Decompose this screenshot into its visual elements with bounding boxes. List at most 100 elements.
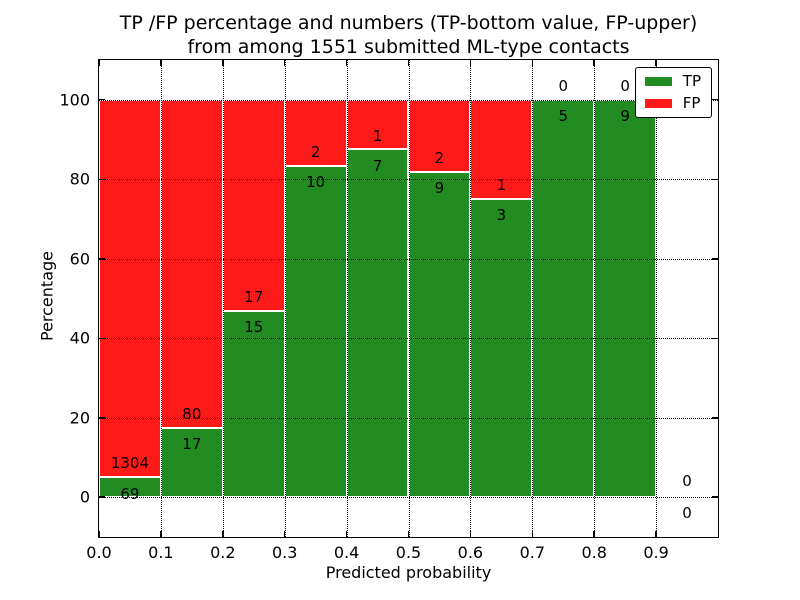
bar-tp-segment (346, 149, 409, 498)
bar-tp-segment (470, 199, 533, 498)
y-tick-mark-right (712, 258, 718, 260)
chart-title: TP /FP percentage and numbers (TP-bottom… (98, 11, 719, 59)
x-axis-label: Predicted probability (325, 563, 492, 582)
bar-tp-segment (532, 99, 595, 498)
x-tick-mark (222, 531, 224, 537)
x-tick-mark (345, 531, 348, 537)
gridline-horizontal (99, 417, 718, 419)
y-tick-label: 100 (59, 90, 90, 110)
bar-tp-count-label: 15 (244, 318, 264, 337)
y-tick-mark-right (712, 178, 718, 180)
x-tick-mark-top (345, 60, 348, 66)
x-tick-label: 0.5 (395, 543, 422, 562)
x-tick-mark-top (655, 60, 657, 66)
bar-fp-count-label: 2 (310, 143, 321, 162)
y-tick-label: 0 (79, 487, 90, 507)
bar-fp-count-label: 1 (372, 126, 383, 145)
x-tick-label: 0.1 (148, 543, 174, 562)
y-axis-label: Percentage (37, 250, 57, 342)
x-tick-mark (160, 531, 162, 537)
gridline-horizontal (99, 258, 718, 260)
x-tick-mark-top (283, 60, 286, 66)
bar-fp-count-label: 2 (434, 149, 445, 168)
legend: TP FP (634, 67, 712, 118)
bar-tp-segment (160, 427, 223, 498)
y-tick-mark-right (712, 337, 718, 339)
gridline-vertical (408, 60, 410, 537)
x-tick-label: 0.7 (519, 543, 546, 562)
gridline-vertical (222, 60, 224, 537)
x-tick-label: 0.9 (643, 543, 669, 562)
x-tick-mark (283, 531, 286, 537)
gridline-vertical (532, 60, 534, 537)
legend-swatch-tp (644, 77, 672, 86)
x-tick-mark (98, 531, 100, 537)
bar-tp-count-label: 69 (120, 484, 140, 503)
chart-title-line2: from among 1551 submitted ML-type contac… (187, 36, 630, 58)
y-tick-mark (99, 496, 105, 498)
bar-fp-segment (99, 99, 161, 478)
gridline-vertical (160, 60, 162, 537)
bar-fp-count-label: 1 (496, 176, 507, 195)
x-tick-mark-top (593, 60, 595, 66)
legend-item-fp: FP (644, 94, 701, 112)
x-tick-label: 0.8 (581, 543, 607, 562)
y-tick-label: 40 (69, 328, 90, 348)
gridline-vertical (470, 60, 472, 537)
x-tick-label: 0.2 (210, 543, 236, 562)
gridline-vertical (656, 60, 658, 537)
legend-item-tp: TP (644, 72, 701, 90)
bar-fp-count-label: 1304 (110, 454, 150, 473)
bar-tp-segment (594, 99, 657, 498)
y-tick-mark-right (712, 417, 718, 419)
y-tick-mark (99, 178, 105, 180)
x-tick-label: 0.3 (271, 543, 298, 562)
x-tick-mark-top (222, 60, 224, 66)
bar-tp-count-label: 10 (306, 173, 326, 192)
y-tick-label: 60 (69, 249, 90, 269)
x-tick-label: 0.6 (457, 543, 484, 562)
bar-tp-count-label: 3 (496, 206, 507, 225)
gridline-vertical (346, 60, 348, 537)
bar-tp-segment (408, 172, 471, 498)
y-tick-label: 20 (69, 408, 90, 428)
y-tick-mark (99, 337, 105, 339)
bar-fp-segment (284, 99, 347, 167)
x-tick-mark-top (407, 60, 410, 66)
gridline-horizontal (99, 338, 718, 340)
bar-fp-segment (222, 99, 285, 311)
x-tick-mark-top (531, 60, 534, 66)
gridline-horizontal (99, 497, 718, 499)
bar-tp-count-label: 17 (182, 434, 202, 453)
y-tick-mark-right (712, 496, 718, 498)
x-tick-mark-top (98, 60, 100, 66)
y-tick-mark (99, 98, 105, 101)
x-tick-mark (469, 531, 472, 537)
bar-fp-count-label: 17 (244, 287, 264, 306)
bar-tp-count-label: 0 (682, 504, 692, 523)
gridline-horizontal (99, 179, 718, 181)
x-tick-mark (593, 531, 595, 537)
x-tick-mark-top (469, 60, 472, 66)
y-tick-mark (99, 417, 105, 419)
y-tick-mark-right (712, 98, 718, 101)
x-tick-mark (531, 531, 534, 537)
bar-fp-count-label: 0 (558, 76, 569, 95)
bar-tp-segment (99, 477, 161, 498)
gridline-vertical (284, 60, 286, 537)
bar-fp-count-label: 80 (182, 404, 202, 423)
legend-label-tp: TP (682, 72, 701, 90)
y-tick-label: 80 (69, 169, 90, 189)
bar-tp-count-label: 9 (620, 107, 630, 126)
legend-label-fp: FP (682, 94, 701, 112)
bar-tp-count-label: 9 (434, 179, 445, 198)
x-tick-mark (407, 531, 410, 537)
bar-tp-count-label: 5 (558, 107, 569, 126)
gridline-horizontal (99, 99, 718, 101)
bar-tp-segment (222, 310, 285, 498)
y-tick-mark (99, 258, 105, 260)
x-tick-mark-top (160, 60, 162, 66)
x-tick-label: 0.4 (333, 543, 360, 562)
legend-swatch-fp (644, 99, 672, 108)
